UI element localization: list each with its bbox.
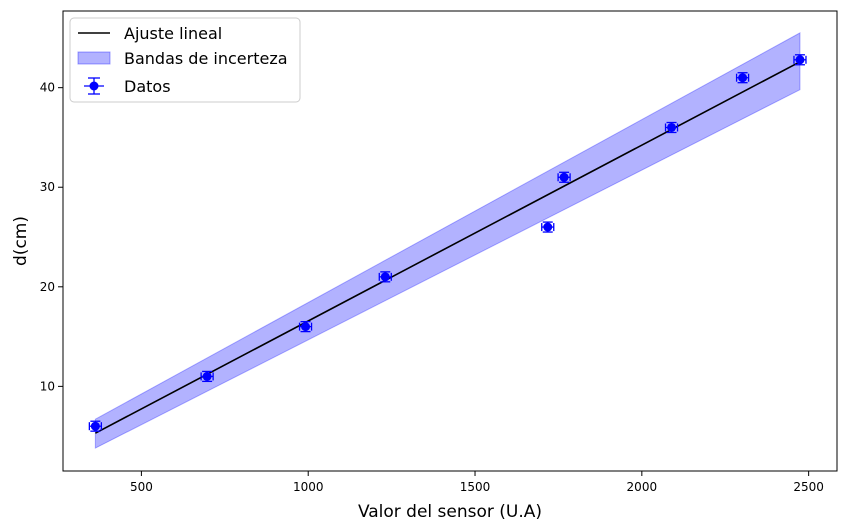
- data-marker: [301, 322, 311, 332]
- data-point: [88, 420, 103, 432]
- x-tick-label: 2000: [627, 480, 658, 494]
- data-marker: [202, 371, 212, 381]
- data-marker: [738, 73, 748, 83]
- legend-label-fit: Ajuste lineal: [124, 24, 222, 43]
- legend-frame: [69, 17, 301, 103]
- data-marker: [795, 55, 805, 65]
- x-tick-label: 1000: [293, 480, 324, 494]
- data-point: [557, 171, 571, 183]
- x-tick-label: 500: [130, 480, 153, 494]
- data-marker: [667, 122, 677, 132]
- data-point: [735, 72, 750, 84]
- legend-label-band: Bandas de incerteza: [124, 49, 288, 68]
- y-tick-label: 30: [40, 180, 55, 194]
- data-marker: [559, 172, 569, 182]
- y-tick-label: 10: [40, 379, 55, 393]
- y-axis: 10 20 30 40: [40, 81, 63, 393]
- y-axis-label: d(cm): [11, 216, 31, 266]
- x-tick-label: 1500: [460, 480, 491, 494]
- data-marker: [90, 421, 100, 431]
- axes-frame: [62, 10, 838, 472]
- y-tick-label: 40: [40, 81, 55, 95]
- x-axis-label: Valor del sensor (U.A): [358, 502, 542, 522]
- legend-errorbar-swatch: [84, 77, 104, 95]
- data-marker: [380, 272, 390, 282]
- x-tick-label: 2500: [793, 480, 824, 494]
- uncertainty-band: [94, 32, 801, 449]
- data-point: [378, 271, 392, 283]
- data-point: [793, 54, 807, 66]
- plot-area: [62, 10, 838, 472]
- legend: Ajuste lineal Bandas de incerteza Datos: [69, 17, 301, 103]
- data-point: [200, 370, 214, 383]
- data-point: [298, 320, 313, 333]
- legend-band-swatch: [77, 51, 111, 65]
- legend-label-data: Datos: [124, 77, 171, 96]
- data-marker: [543, 222, 553, 232]
- fit-line: [94, 61, 801, 434]
- data-point: [541, 221, 555, 233]
- y-tick-label: 20: [40, 280, 55, 294]
- data-point: [664, 121, 679, 134]
- x-axis: 500 1000 1500 2000 2500: [130, 471, 824, 494]
